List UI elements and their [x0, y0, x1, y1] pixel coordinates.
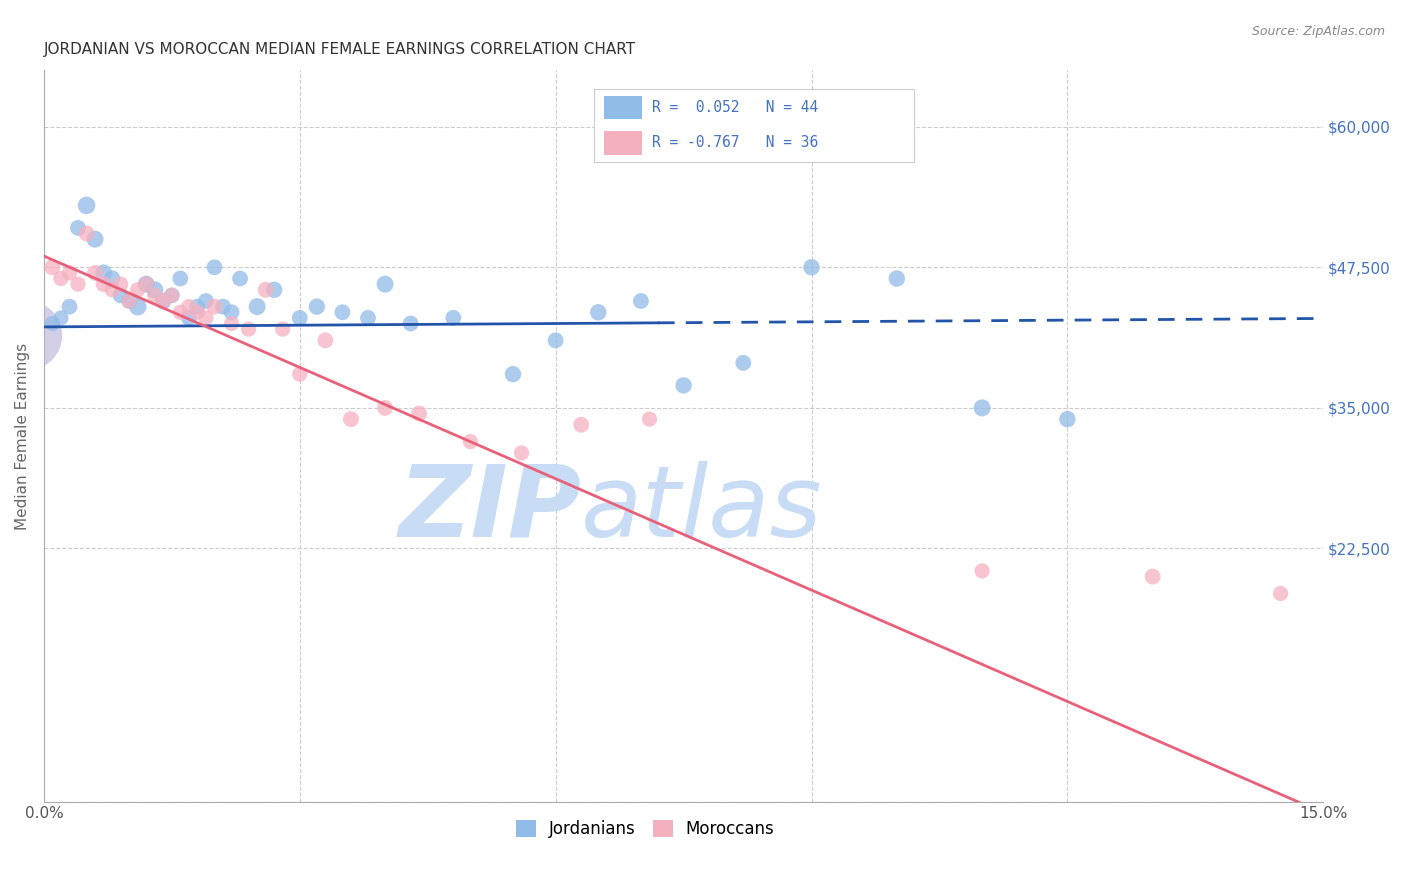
Point — [93, 266, 115, 280]
Point — [186, 305, 208, 319]
Point — [408, 407, 430, 421]
Point — [143, 283, 166, 297]
Point — [169, 271, 191, 285]
Text: atlas: atlas — [581, 460, 823, 558]
Point — [1056, 412, 1078, 426]
Point — [972, 564, 994, 578]
Point — [510, 446, 533, 460]
Point — [212, 300, 235, 314]
Text: JORDANIAN VS MOROCCAN MEDIAN FEMALE EARNINGS CORRELATION CHART: JORDANIAN VS MOROCCAN MEDIAN FEMALE EARN… — [44, 42, 636, 57]
Point — [254, 283, 277, 297]
Y-axis label: Median Female Earnings: Median Female Earnings — [15, 343, 30, 530]
Point — [340, 412, 363, 426]
Point — [84, 232, 107, 246]
Point — [204, 260, 226, 275]
Point — [672, 378, 695, 392]
Point — [271, 322, 294, 336]
Point — [143, 288, 166, 302]
Point — [66, 277, 89, 292]
Point — [110, 277, 132, 292]
Point — [374, 401, 396, 415]
Point — [733, 356, 755, 370]
Point — [58, 266, 80, 280]
Point — [76, 198, 98, 212]
Point — [101, 271, 124, 285]
Point — [229, 271, 252, 285]
Point — [1270, 586, 1292, 600]
Point — [49, 310, 72, 325]
Point — [177, 310, 200, 325]
Point — [263, 283, 285, 297]
Point — [41, 260, 63, 275]
Point — [204, 300, 226, 314]
Point — [135, 277, 157, 292]
Point — [15, 327, 38, 342]
Point — [288, 367, 311, 381]
Point — [569, 417, 592, 432]
Point — [630, 293, 652, 308]
Point — [76, 227, 98, 241]
Point — [288, 310, 311, 325]
Point — [374, 277, 396, 292]
Point — [638, 412, 661, 426]
Point — [238, 322, 260, 336]
Point — [221, 305, 243, 319]
Point — [441, 310, 464, 325]
Point — [1142, 569, 1164, 583]
Point — [101, 283, 124, 297]
Point — [58, 300, 80, 314]
Point — [152, 293, 174, 308]
Point — [93, 277, 115, 292]
Point — [314, 334, 336, 348]
Point — [305, 300, 328, 314]
Point — [399, 317, 422, 331]
Point — [357, 310, 380, 325]
Point — [169, 305, 191, 319]
Point — [160, 288, 183, 302]
Point — [246, 300, 269, 314]
Point — [800, 260, 823, 275]
Point — [972, 401, 994, 415]
Text: Source: ZipAtlas.com: Source: ZipAtlas.com — [1251, 25, 1385, 38]
Point — [127, 300, 149, 314]
Point — [544, 334, 567, 348]
Point — [127, 283, 149, 297]
Point — [152, 293, 174, 308]
Point — [332, 305, 354, 319]
Point — [66, 220, 89, 235]
Point — [135, 277, 157, 292]
Point — [118, 293, 141, 308]
Point — [194, 310, 217, 325]
Point — [502, 367, 524, 381]
Legend: Jordanians, Moroccans: Jordanians, Moroccans — [509, 813, 782, 845]
Point — [588, 305, 610, 319]
Point — [118, 293, 141, 308]
Point — [177, 300, 200, 314]
Point — [110, 288, 132, 302]
Point — [194, 293, 217, 308]
Point — [186, 300, 208, 314]
Point — [41, 317, 63, 331]
Point — [460, 434, 482, 449]
Point — [886, 271, 908, 285]
Point — [49, 271, 72, 285]
Point — [84, 266, 107, 280]
Point — [160, 288, 183, 302]
Point — [221, 317, 243, 331]
Text: ZIP: ZIP — [398, 460, 581, 558]
